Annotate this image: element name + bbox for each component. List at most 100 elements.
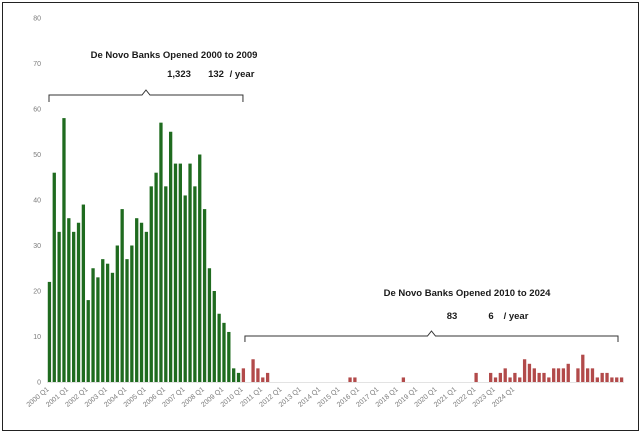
bar (537, 372, 541, 382)
bar (227, 331, 231, 382)
bar (217, 313, 221, 382)
bar (489, 372, 493, 382)
bar (527, 363, 532, 382)
bar (72, 231, 76, 382)
bar (188, 163, 192, 382)
bar (173, 163, 178, 382)
bar (265, 372, 270, 382)
annotation-2010-2024: De Novo Banks Opened 2010 to 2024 83 6 /… (244, 288, 619, 342)
bar (101, 259, 105, 382)
annotation-unit-2000-2009: / year (230, 69, 255, 80)
bar (605, 372, 609, 382)
bar (474, 372, 478, 382)
bar (125, 259, 129, 382)
y-tick-label: 60 (33, 107, 41, 114)
bar (522, 359, 527, 382)
bar (139, 222, 144, 382)
bar (168, 131, 173, 382)
bar (47, 281, 52, 382)
bar (590, 368, 595, 382)
y-tick-label: 10 (33, 334, 41, 341)
bar (241, 368, 246, 382)
bar (556, 368, 561, 382)
bar (576, 368, 580, 382)
annotation-title-2000-2009: De Novo Banks Opened 2000 to 2009 (91, 50, 258, 61)
bar (547, 377, 551, 382)
y-tick-label: 0 (37, 380, 41, 387)
bar (503, 368, 507, 382)
bar (566, 363, 570, 382)
bar (178, 163, 182, 382)
bar (96, 277, 100, 382)
annotation-2000-2009: De Novo Banks Opened 2000 to 2009 1,323 … (48, 50, 258, 102)
annotation-total-2010-2024: 83 (447, 311, 458, 322)
bracket-2000-2009 (48, 89, 244, 102)
bar (542, 372, 546, 382)
bar (110, 272, 115, 382)
bar (585, 368, 590, 382)
bar (353, 377, 357, 382)
bar (135, 218, 139, 382)
bracket-2010-2024 (244, 330, 619, 342)
y-tick-label: 70 (33, 61, 41, 68)
bar (198, 154, 202, 382)
bar (207, 268, 212, 382)
bar (513, 372, 517, 382)
bar (193, 186, 197, 382)
bar (57, 231, 61, 382)
bar (236, 372, 241, 382)
bar (183, 195, 187, 382)
bar (552, 368, 556, 382)
annotation-rate-2010-2024: 6 (488, 311, 493, 322)
bar (202, 209, 207, 382)
annotation-total-2000-2009: 1,323 (167, 69, 191, 80)
y-tick-label: 30 (33, 243, 41, 250)
bar (532, 368, 536, 382)
bar (619, 377, 624, 382)
bar (105, 263, 110, 382)
bar (581, 354, 585, 382)
annotation-rate-2000-2009: 132 (208, 69, 224, 80)
bar (212, 291, 216, 382)
bar (232, 368, 236, 382)
bar (561, 368, 566, 382)
bar (149, 186, 153, 382)
bar (81, 204, 86, 382)
bar (120, 209, 124, 382)
bar (76, 222, 81, 382)
y-axis-ticks: 0 10 20 30 40 50 60 70 80 (33, 16, 41, 387)
bar (115, 245, 119, 382)
bar (508, 377, 512, 382)
bar (164, 186, 168, 382)
bar (144, 231, 149, 382)
y-tick-label: 80 (33, 16, 41, 23)
annotation-title-2010-2024: De Novo Banks Opened 2010 to 2024 (384, 288, 552, 299)
bar (130, 245, 134, 382)
bar (91, 268, 95, 382)
bar (600, 372, 604, 382)
bar (52, 172, 56, 382)
y-tick-label: 50 (33, 152, 41, 159)
bar (256, 368, 260, 382)
bars-layer (47, 118, 624, 383)
bar (498, 372, 503, 382)
bar (154, 172, 158, 382)
bar (610, 377, 614, 382)
bar (159, 122, 163, 383)
bar (86, 300, 90, 382)
bar (493, 377, 498, 382)
y-tick-label: 40 (33, 198, 41, 205)
bar (222, 322, 226, 382)
bar (261, 377, 265, 382)
bar (348, 377, 352, 382)
bar (62, 118, 66, 382)
bar (518, 377, 522, 382)
bar (251, 359, 255, 382)
annotation-unit-2010-2024: / year (504, 311, 529, 322)
bar (615, 377, 619, 382)
bar (595, 377, 599, 382)
bar (67, 218, 71, 382)
bar (401, 377, 406, 382)
